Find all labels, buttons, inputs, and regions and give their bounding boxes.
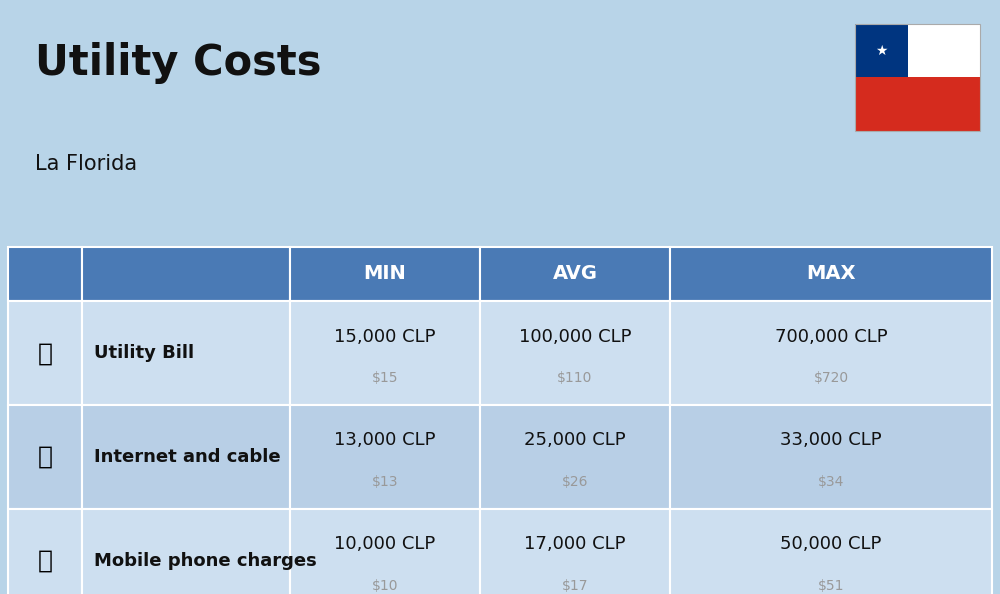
Text: $110: $110 [557, 371, 593, 385]
Text: $10: $10 [372, 579, 398, 593]
Text: ★: ★ [875, 43, 888, 58]
Text: 📱: 📱 [38, 549, 52, 573]
Text: 25,000 CLP: 25,000 CLP [524, 431, 626, 450]
Text: 700,000 CLP: 700,000 CLP [775, 327, 887, 346]
Text: 10,000 CLP: 10,000 CLP [334, 535, 436, 554]
Bar [290, 247, 480, 301]
Bar [82, 247, 290, 301]
Bar [855, 24, 908, 77]
Bar [82, 509, 290, 594]
Text: 13,000 CLP: 13,000 CLP [334, 431, 436, 450]
Text: AVG: AVG [552, 264, 598, 283]
Text: $51: $51 [818, 579, 844, 593]
Text: MAX: MAX [806, 264, 856, 283]
Text: $26: $26 [562, 475, 588, 489]
Bar [855, 24, 980, 77]
Text: Mobile phone charges: Mobile phone charges [94, 552, 317, 570]
Text: 17,000 CLP: 17,000 CLP [524, 535, 626, 554]
Text: $34: $34 [818, 475, 844, 489]
Bar [480, 301, 670, 405]
Text: 15,000 CLP: 15,000 CLP [334, 327, 436, 346]
Text: 50,000 CLP: 50,000 CLP [780, 535, 882, 554]
Bar [290, 301, 480, 405]
Text: $15: $15 [372, 371, 398, 385]
Bar [670, 405, 992, 509]
Text: Utility Costs: Utility Costs [35, 42, 322, 84]
Bar [290, 509, 480, 594]
Bar [480, 509, 670, 594]
Text: 33,000 CLP: 33,000 CLP [780, 431, 882, 450]
Bar [670, 247, 992, 301]
Bar [8, 509, 82, 594]
Bar [480, 247, 670, 301]
Bar [855, 77, 980, 131]
Bar [670, 301, 992, 405]
Bar [480, 405, 670, 509]
Bar [855, 24, 980, 131]
Text: $13: $13 [372, 475, 398, 489]
Bar [8, 405, 82, 509]
Text: $17: $17 [562, 579, 588, 593]
Bar [82, 405, 290, 509]
Bar [8, 247, 82, 301]
Text: $720: $720 [813, 371, 849, 385]
Text: Internet and cable: Internet and cable [94, 448, 281, 466]
Text: 100,000 CLP: 100,000 CLP [519, 327, 631, 346]
Text: 🔌: 🔌 [38, 341, 52, 365]
Text: 📶: 📶 [38, 445, 52, 469]
Text: Utility Bill: Utility Bill [94, 344, 194, 362]
Bar [82, 301, 290, 405]
Text: MIN: MIN [364, 264, 406, 283]
Bar [8, 301, 82, 405]
Bar [290, 405, 480, 509]
Text: La Florida: La Florida [35, 154, 137, 175]
Bar [670, 509, 992, 594]
